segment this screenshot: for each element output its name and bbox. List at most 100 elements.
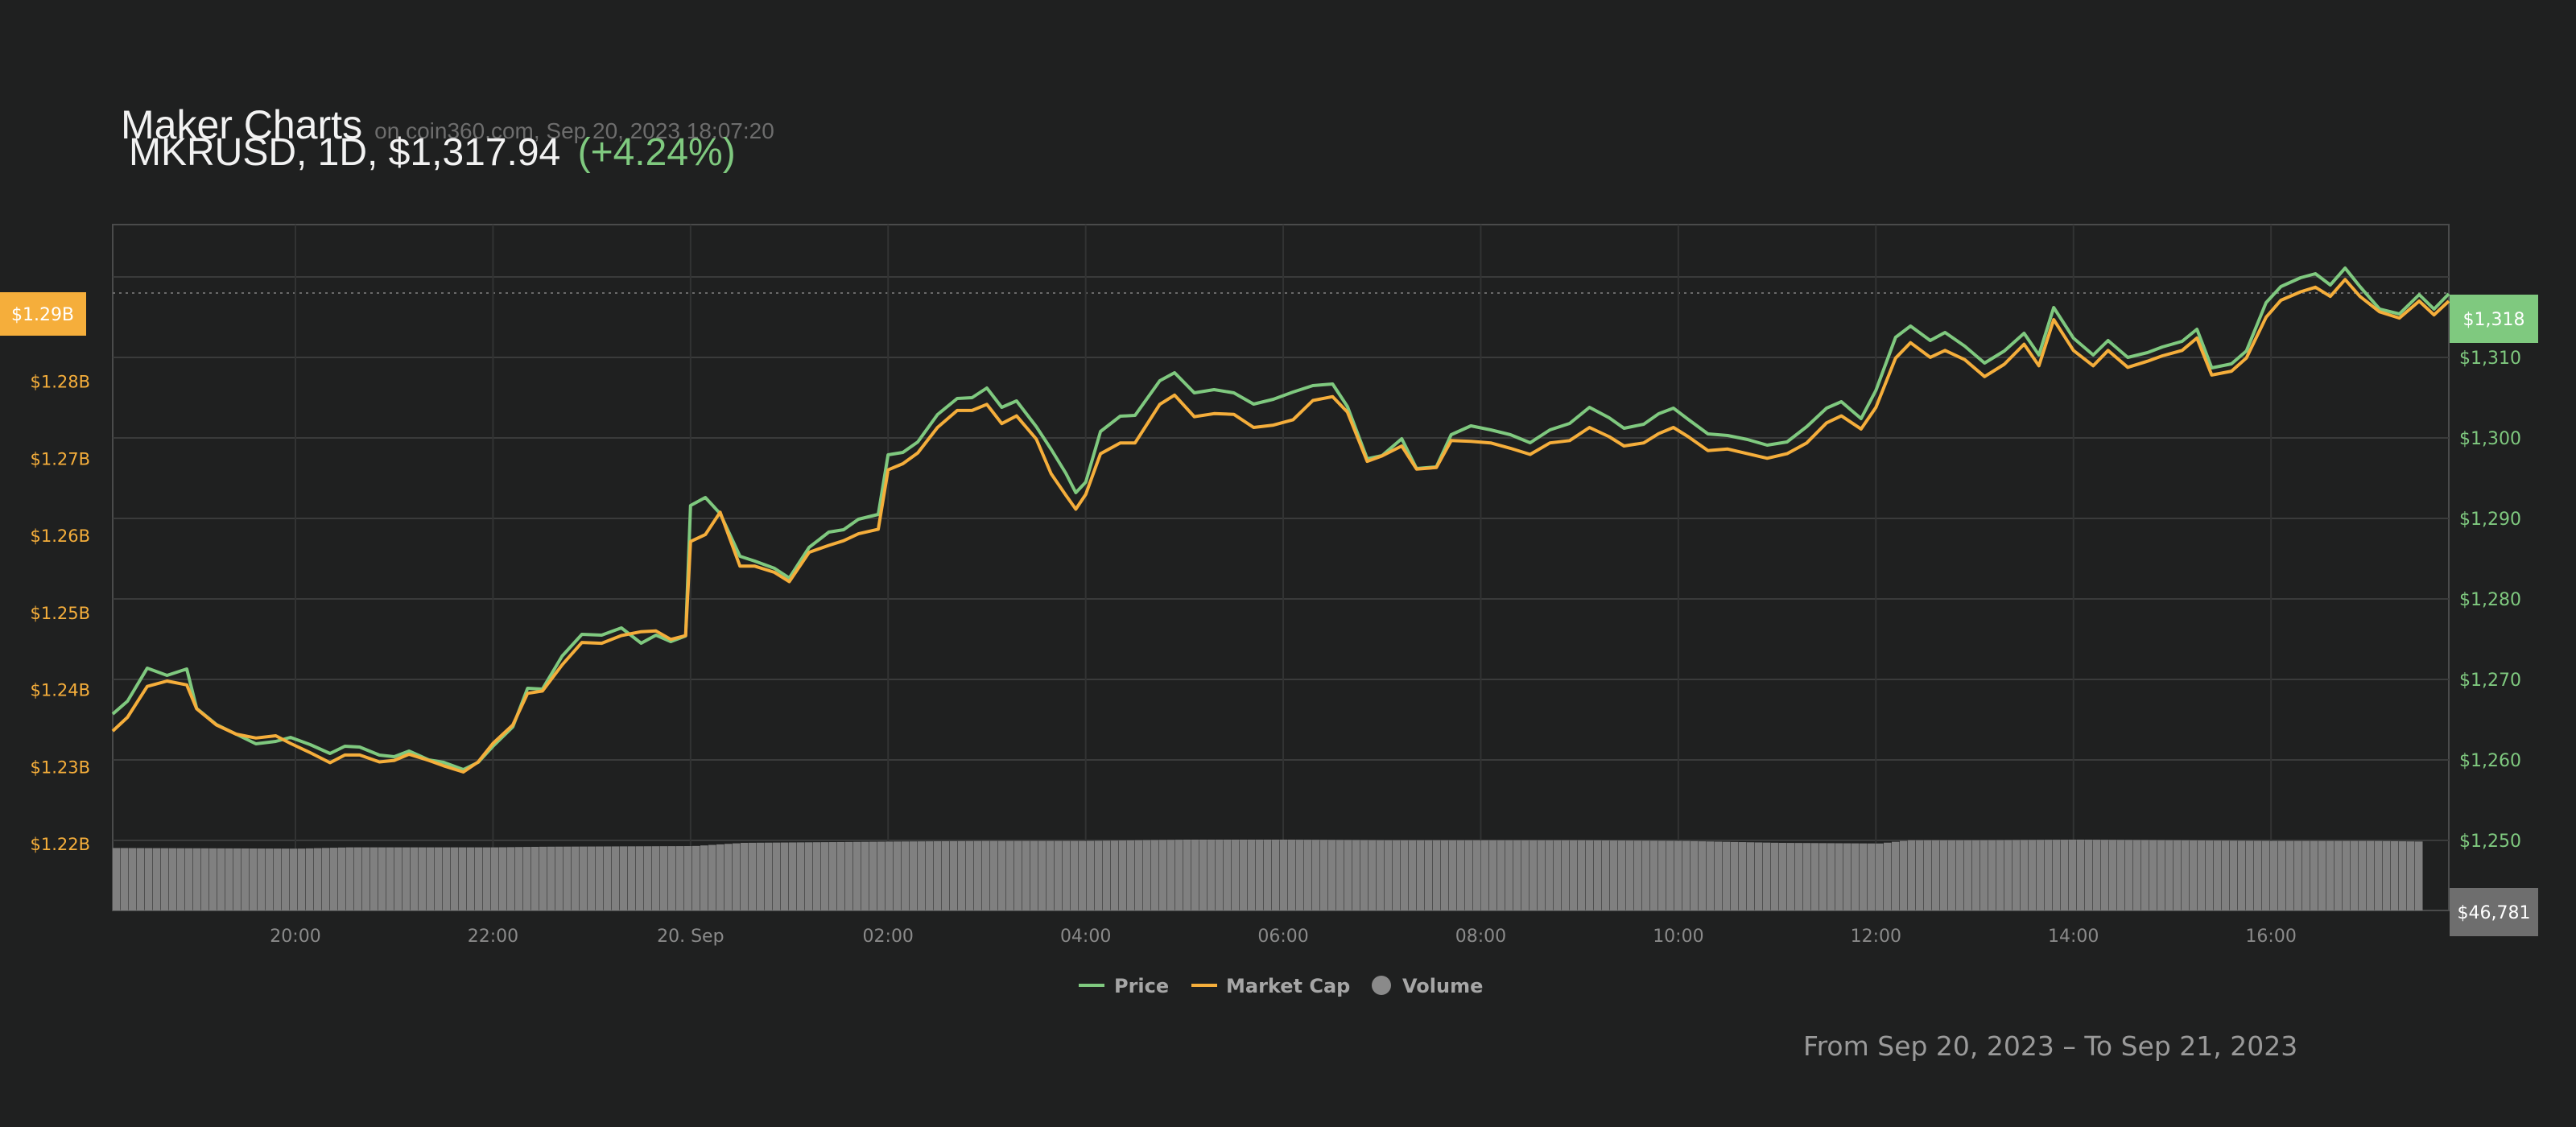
volume-bar <box>1248 840 1256 910</box>
volume-bar <box>1457 840 1465 910</box>
volume-bar <box>298 848 306 910</box>
volume-bar <box>1513 840 1521 910</box>
right-axis-tick-label: $1,270 <box>2459 671 2521 691</box>
volume-bar <box>950 840 958 910</box>
legend-item-price[interactable]: Price <box>1079 975 1169 997</box>
volume-bar <box>459 847 467 910</box>
x-axis: 20:00 22:00 20. Sep 02:00 04:00 06:00 08:00 10:… <box>270 927 2297 947</box>
volume-bar <box>1232 840 1240 910</box>
volume-bar <box>572 846 580 910</box>
volume-bar <box>1216 840 1224 910</box>
volume-bar <box>2093 840 2101 910</box>
volume-bar <box>861 841 869 910</box>
legend-item-market-cap[interactable]: Market Cap <box>1191 975 1350 997</box>
volume-bar <box>1940 840 1948 910</box>
volume-bar <box>934 841 942 910</box>
volume-bar <box>2286 840 2294 910</box>
volume-bar <box>1586 840 1594 910</box>
right-axis-tick-label: $1,250 <box>2459 832 2521 852</box>
volume-bar <box>2077 840 2085 910</box>
volume-bar <box>2206 840 2214 910</box>
left-axis-tick-label: $1.23B <box>30 758 90 777</box>
volume-bar <box>894 841 902 910</box>
volume-bar <box>1980 840 1988 910</box>
volume-bar <box>676 846 684 910</box>
volume-bar <box>2415 841 2423 910</box>
volume-bar <box>137 848 145 910</box>
x-tick-label: 22:00 <box>468 927 518 947</box>
volume-bar <box>523 847 531 910</box>
volume-bar <box>1401 840 1409 910</box>
legend[interactable]: Price Market Cap Volume <box>1079 975 1483 997</box>
volume-bar <box>773 842 781 910</box>
volume-bar <box>1175 840 1183 910</box>
volume-bar <box>1449 840 1457 910</box>
volume-bar <box>765 842 773 910</box>
volume-bar <box>1546 840 1554 910</box>
volume-bar <box>628 846 636 910</box>
volume-bar <box>781 842 789 910</box>
volume-bar <box>2375 840 2383 910</box>
left-axis-tick-label: $1.22B <box>30 835 90 854</box>
volume-bar <box>1417 840 1425 910</box>
volume-bar <box>539 846 547 910</box>
volume-bar <box>1127 840 1135 910</box>
right-axis-tick-label: $1,310 <box>2459 349 2521 369</box>
volume-bar <box>531 846 539 910</box>
volume-bar <box>1852 843 1860 910</box>
volume-bar <box>1336 840 1344 910</box>
volume-bar <box>2238 840 2246 910</box>
volume-bar <box>2174 840 2182 910</box>
volume-bar <box>467 847 475 910</box>
volume-bar <box>451 847 459 910</box>
current-market-cap-badge <box>0 292 86 336</box>
volume-bar <box>1256 840 1264 910</box>
legend-label: Price <box>1114 975 1169 997</box>
volume-bar <box>1441 840 1449 910</box>
volume-bar <box>708 844 716 910</box>
volume-bar <box>2351 840 2359 910</box>
volume-bar <box>346 847 354 910</box>
volume-bar <box>1602 840 1610 910</box>
volume-bar <box>515 847 523 910</box>
volume-bar <box>974 840 982 910</box>
volume-bar <box>596 846 604 910</box>
volume-bar <box>2101 840 2109 910</box>
volume-bar <box>2061 840 2069 910</box>
volume-bar <box>555 846 564 910</box>
volume-bar <box>2214 840 2222 910</box>
volume-bar <box>193 848 201 910</box>
left-axis: $1.22B $1.23B $1.24B $1.25B $1.26B $1.27B $1.2… <box>0 292 90 854</box>
market-cap-line <box>111 278 2450 774</box>
volume-bar <box>749 842 757 910</box>
volume-bar <box>2246 840 2254 910</box>
volume-bar <box>242 848 250 910</box>
volume-bar <box>2045 840 2053 910</box>
volume-bar <box>1465 840 1473 910</box>
volume-bar <box>580 846 588 910</box>
volume-bar <box>145 848 153 910</box>
date-range-label: From Sep 20, 2023 – To Sep 21, 2023 <box>1803 1030 2298 1062</box>
volume-bar <box>2230 840 2238 910</box>
volume-bar <box>475 847 483 910</box>
volume-bar <box>813 842 821 910</box>
volume-bar <box>1570 840 1578 910</box>
current-price-badge <box>2450 295 2538 343</box>
volume-bar <box>1763 842 1771 910</box>
legend-item-volume[interactable]: Volume <box>1372 975 1483 997</box>
volume-bar <box>1739 842 1747 910</box>
current-market-cap-label: $1.29B <box>11 305 74 325</box>
x-tick-label: 08:00 <box>1455 927 1506 947</box>
volume-bar <box>547 846 555 910</box>
volume-bar <box>2294 840 2302 910</box>
volume-bar <box>266 848 274 910</box>
right-axis-tick-label: $1,290 <box>2459 510 2521 530</box>
volume-bar <box>1191 840 1199 910</box>
volume-bar <box>1972 840 1980 910</box>
volume-bar <box>620 846 628 910</box>
volume-bar <box>998 840 1006 910</box>
volume-bar <box>2222 840 2230 910</box>
volume-bar <box>1006 840 1014 910</box>
volume-bar <box>926 841 934 910</box>
